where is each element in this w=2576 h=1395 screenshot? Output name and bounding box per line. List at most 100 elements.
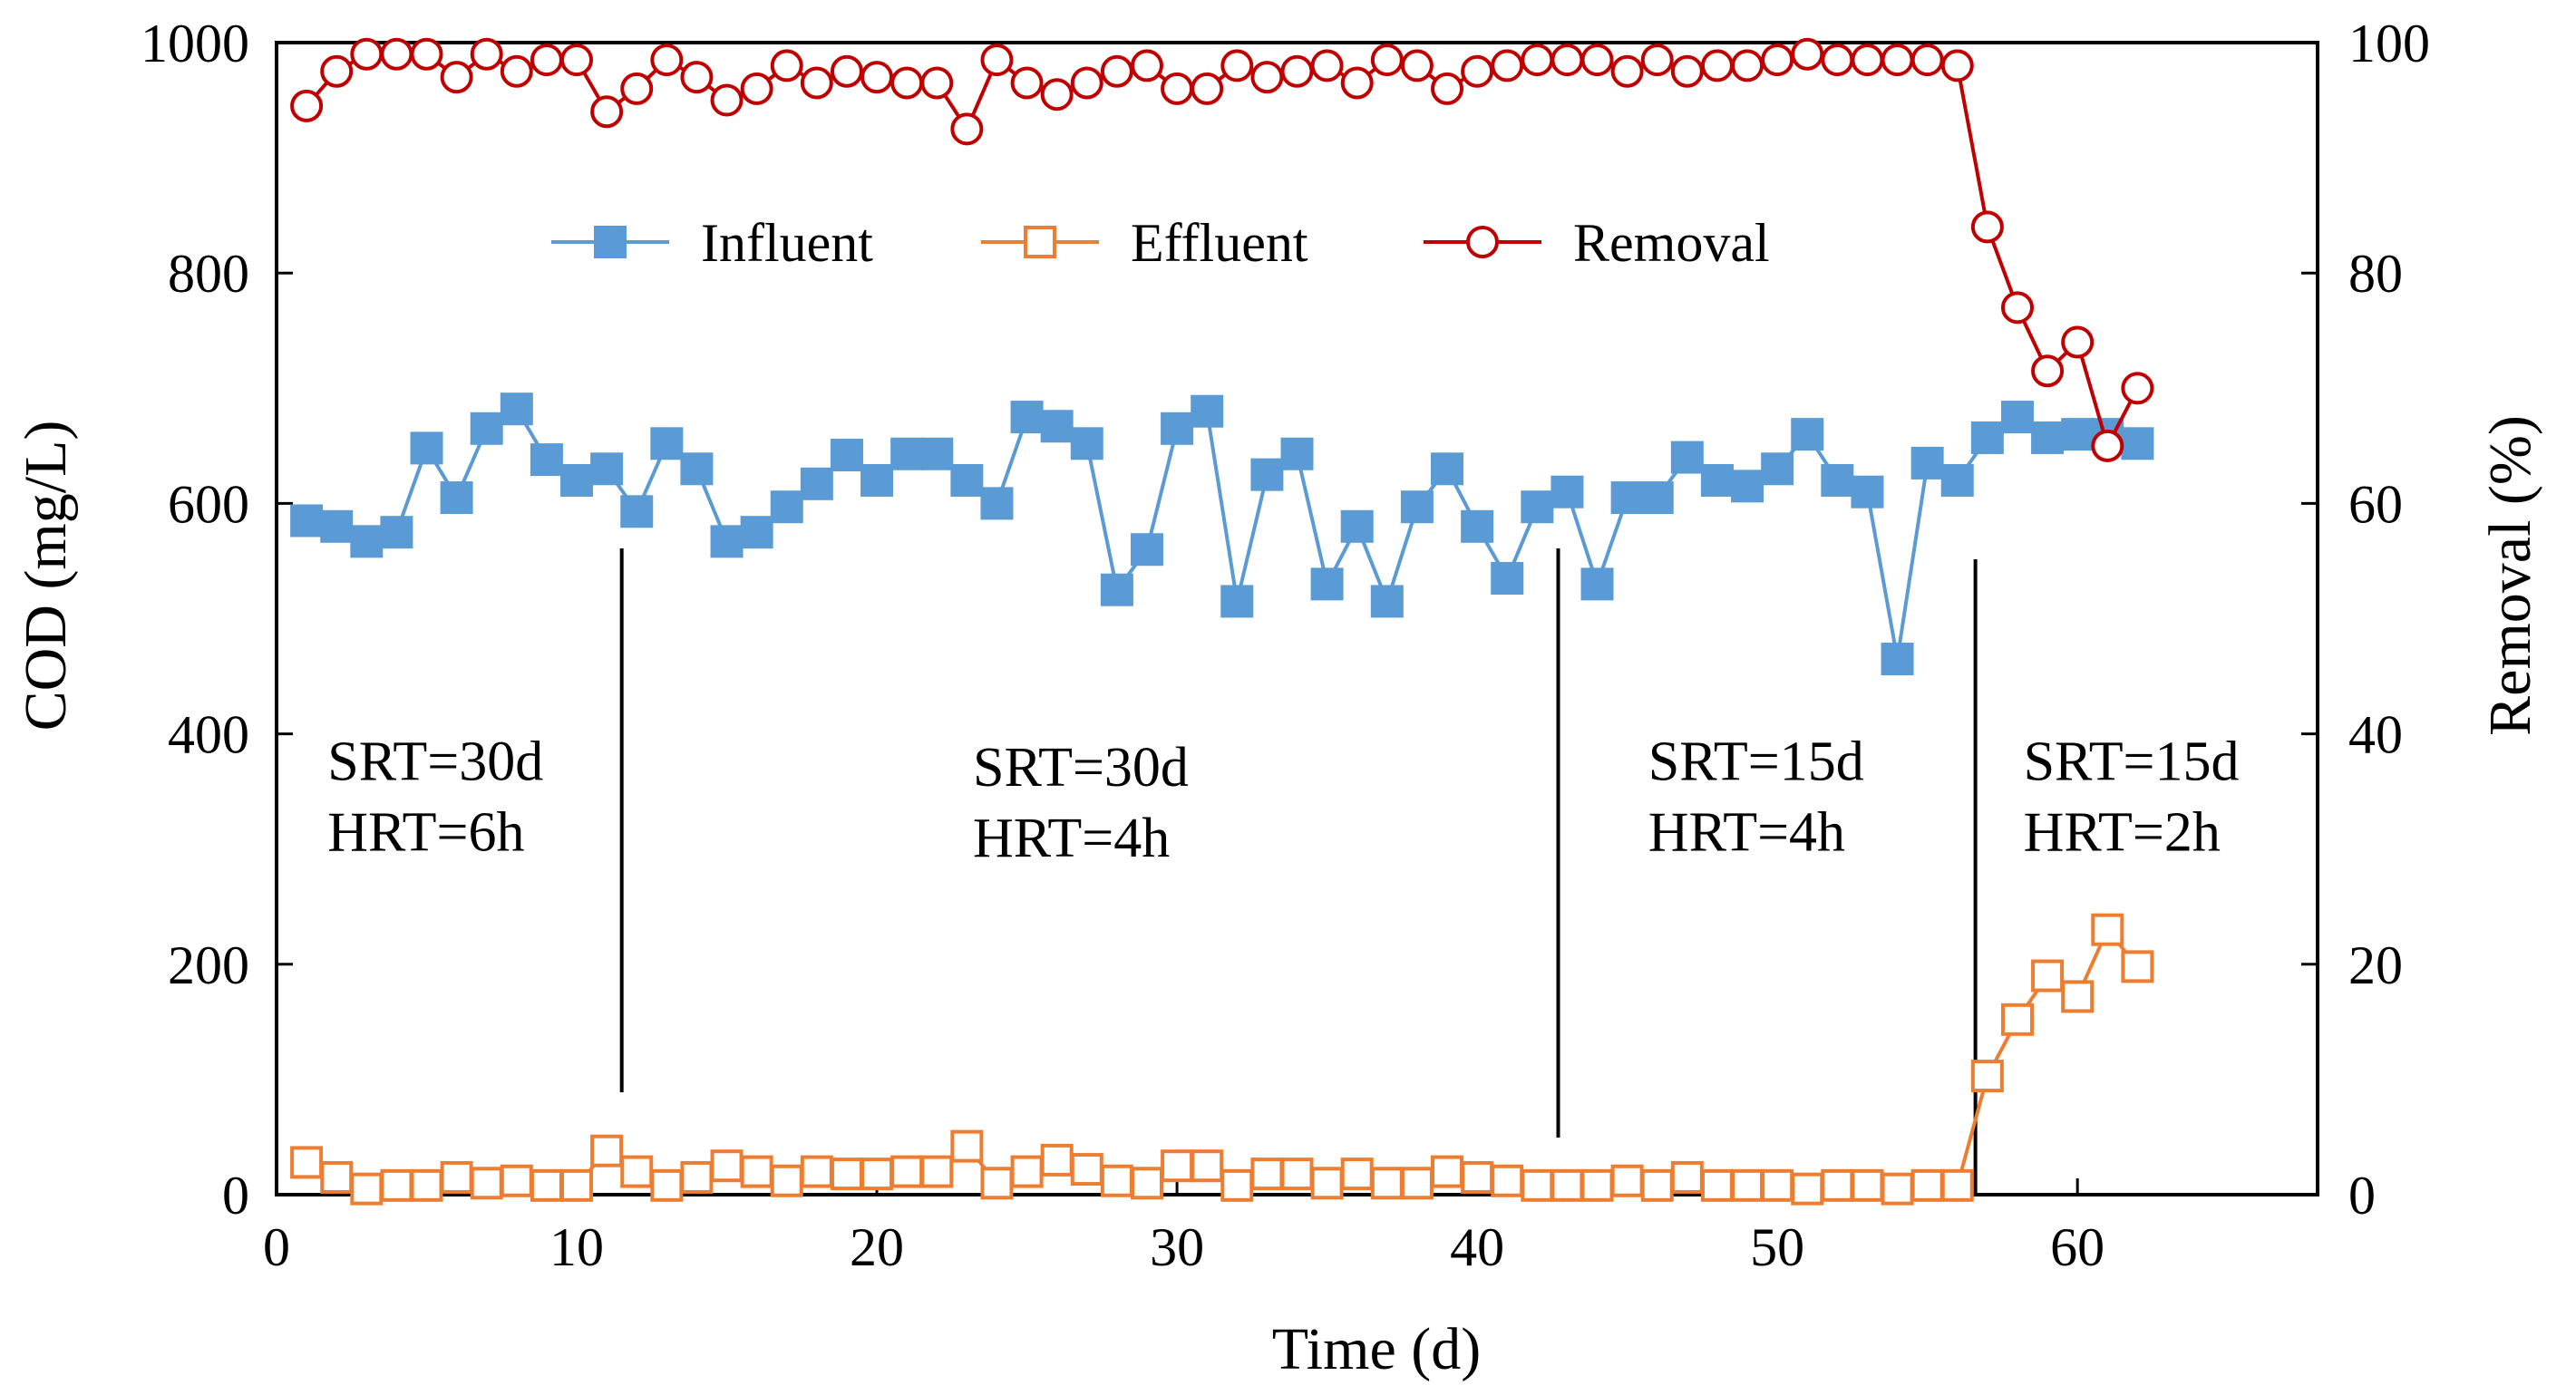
removal-point bbox=[980, 44, 1014, 77]
effluent-point bbox=[1821, 1168, 1854, 1202]
removal-point bbox=[2031, 354, 2065, 388]
influent-point bbox=[650, 427, 684, 460]
removal-point bbox=[1461, 54, 1494, 88]
influent-point bbox=[380, 516, 413, 549]
influent-point bbox=[1521, 490, 1554, 524]
influent-point bbox=[1280, 437, 1314, 470]
removal-point bbox=[650, 44, 684, 77]
effluent-point bbox=[2121, 950, 2154, 983]
influent-point bbox=[500, 392, 533, 426]
effluent-point bbox=[680, 1160, 714, 1194]
removal-point bbox=[860, 61, 894, 94]
influent-point bbox=[2061, 418, 2095, 451]
effluent-point bbox=[1370, 1167, 1404, 1200]
influent-point bbox=[1220, 585, 1254, 618]
phase-label-srt: SRT=30d bbox=[327, 731, 543, 792]
effluent-point bbox=[710, 1149, 744, 1183]
removal-point bbox=[500, 54, 533, 88]
effluent-point bbox=[1851, 1168, 1884, 1202]
x-tick-label: 0 bbox=[263, 1217, 290, 1277]
phase-label-srt: SRT=30d bbox=[973, 737, 1189, 799]
removal-point bbox=[830, 54, 863, 88]
influent-point bbox=[1640, 481, 1674, 515]
removal-point bbox=[770, 49, 803, 82]
legend: Influent Effluent Removal bbox=[551, 213, 1770, 273]
y-tick-label: 600 bbox=[168, 474, 249, 534]
x-axis-ticks: 0 10 20 30 40 50 60 bbox=[263, 1178, 2105, 1277]
removal-point bbox=[1851, 44, 1884, 77]
removal-point bbox=[1700, 49, 1734, 82]
removal-point bbox=[290, 89, 324, 122]
series-influent bbox=[290, 392, 2154, 675]
influent-point bbox=[1970, 421, 2004, 454]
legend-item-effluent: Effluent bbox=[981, 213, 1308, 273]
removal-point bbox=[410, 37, 443, 71]
influent-point bbox=[1550, 475, 1584, 509]
effluent-point bbox=[1340, 1158, 1374, 1191]
phase-label-srt: SRT=15d bbox=[2024, 731, 2240, 792]
influent-point bbox=[1040, 410, 1074, 443]
removal-point bbox=[2121, 372, 2154, 405]
y-tick-label: 1000 bbox=[141, 14, 249, 73]
effluent-point bbox=[1250, 1158, 1284, 1191]
effluent-point bbox=[1070, 1153, 1103, 1187]
influent-point bbox=[2121, 427, 2154, 460]
effluent-point bbox=[1881, 1172, 1914, 1206]
influent-point bbox=[1340, 509, 1374, 543]
effluent-point bbox=[470, 1167, 503, 1200]
y-axis-label: COD (mg/L) bbox=[13, 421, 79, 731]
removal-point bbox=[2000, 291, 2034, 325]
effluent-point bbox=[1761, 1168, 1794, 1202]
removal-point bbox=[1550, 44, 1584, 77]
y2-axis-label: Removal (%) bbox=[2477, 415, 2543, 736]
legend-item-influent: Influent bbox=[551, 213, 873, 273]
effluent-point bbox=[1431, 1155, 1464, 1188]
effluent-point bbox=[1731, 1168, 1764, 1202]
effluent-point bbox=[320, 1160, 354, 1194]
removal-point bbox=[1910, 44, 1944, 77]
effluent-point bbox=[1461, 1160, 1494, 1194]
influent-point bbox=[1821, 463, 1854, 497]
y2-tick-label: 60 bbox=[2348, 474, 2403, 534]
influent-point bbox=[620, 495, 654, 528]
removal-point bbox=[350, 37, 384, 71]
series-layer bbox=[290, 37, 2154, 1206]
removal-point bbox=[1640, 44, 1674, 77]
y-tick-label: 200 bbox=[168, 935, 249, 995]
removal-point bbox=[620, 72, 654, 105]
legend-label: Removal bbox=[1573, 213, 1770, 273]
influent-point bbox=[1161, 412, 1194, 445]
influent-point bbox=[1761, 452, 1794, 486]
series-effluent bbox=[290, 913, 2154, 1206]
effluent-point bbox=[560, 1168, 594, 1202]
x-tick-label: 30 bbox=[1150, 1217, 1204, 1277]
removal-point bbox=[1161, 72, 1194, 105]
removal-point bbox=[1521, 44, 1554, 77]
removal-point bbox=[1610, 54, 1644, 88]
influent-point bbox=[410, 431, 443, 465]
y-tick-label: 0 bbox=[222, 1166, 249, 1225]
y2-tick-label: 80 bbox=[2348, 244, 2403, 304]
influent-point bbox=[1070, 427, 1103, 460]
influent-point bbox=[680, 452, 714, 486]
influent-point bbox=[530, 443, 563, 477]
influent-point bbox=[1461, 509, 1494, 543]
legend-label: Effluent bbox=[1131, 213, 1308, 273]
influent-point bbox=[1670, 441, 1704, 474]
effluent-point bbox=[1161, 1149, 1194, 1183]
influent-point bbox=[1791, 418, 1824, 451]
phase-label-hrt: HRT=4h bbox=[973, 808, 1170, 869]
effluent-point bbox=[1940, 1168, 1974, 1202]
influent-point bbox=[1370, 585, 1404, 618]
effluent-point bbox=[350, 1172, 384, 1206]
effluent-point bbox=[1130, 1167, 1163, 1200]
influent-point bbox=[350, 525, 384, 558]
removal-point bbox=[1821, 44, 1854, 77]
removal-point bbox=[1466, 226, 1499, 258]
removal-point bbox=[1280, 54, 1314, 88]
legend-label: Influent bbox=[701, 213, 873, 273]
effluent-point bbox=[950, 1129, 984, 1163]
influent-point bbox=[560, 463, 594, 497]
series-line-influent bbox=[306, 406, 2138, 660]
effluent-point bbox=[1040, 1143, 1074, 1177]
